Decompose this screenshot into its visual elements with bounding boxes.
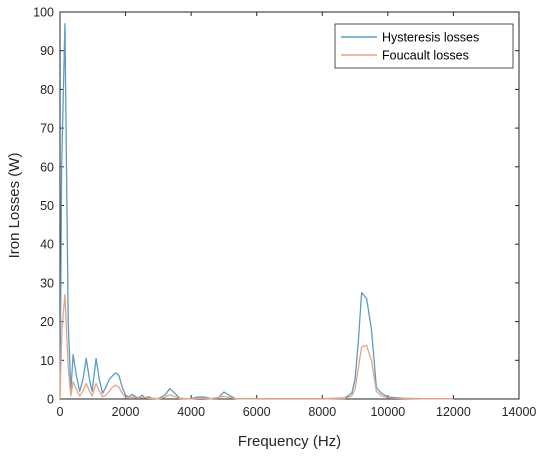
y-tick-label: 10 (40, 354, 54, 368)
y-tick-label: 40 (40, 238, 54, 252)
x-tick-label: 10000 (370, 405, 405, 419)
x-tick-label: 14000 (502, 405, 537, 419)
y-tick-label: 60 (40, 160, 54, 174)
legend-box (334, 23, 514, 69)
y-tick-label: 0 (47, 393, 54, 407)
y-axis-label: Iron Losses (W) (6, 153, 23, 259)
x-tick-label: 12000 (436, 405, 471, 419)
series-line-foucault-losses (59, 293, 454, 400)
y-tick-label: 30 (40, 276, 54, 290)
legend: Hysteresis losses Foucault losses (334, 23, 514, 69)
y-tick-label: 20 (40, 315, 54, 329)
x-tick-label: 6000 (243, 405, 271, 419)
x-tick-label: 0 (57, 405, 64, 419)
y-tick-label: 50 (40, 199, 54, 213)
x-tick-label: 4000 (177, 405, 205, 419)
x-tick-label: 2000 (112, 405, 140, 419)
y-tick-label: 80 (40, 83, 54, 97)
y-tick-label: 100 (33, 6, 54, 20)
x-tick-label: 8000 (308, 405, 336, 419)
series-layer (59, 22, 454, 400)
legend-label: Foucault losses (382, 49, 469, 63)
y-tick-label: 70 (40, 122, 54, 136)
x-axis-label: Frequency (Hz) (238, 433, 341, 450)
axes: 0 2000 4000 6000 8000 10000 12000 14000 0 10 20 30 4… (33, 6, 536, 420)
legend-label: Hysteresis losses (382, 31, 479, 45)
y-tick-label: 90 (40, 44, 54, 58)
